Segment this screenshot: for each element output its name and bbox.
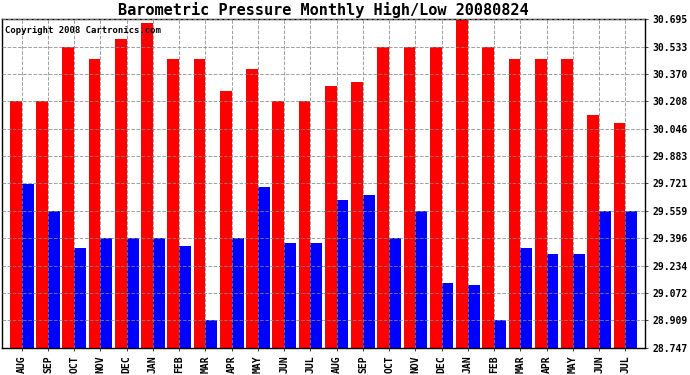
Bar	[246, 69, 258, 348]
Bar	[284, 243, 296, 348]
Bar	[258, 187, 270, 348]
Bar	[509, 59, 520, 348]
Title: Barometric Pressure Monthly High/Low 20080824: Barometric Pressure Monthly High/Low 200…	[118, 2, 529, 18]
Bar	[494, 320, 506, 348]
Bar	[141, 24, 153, 348]
Bar	[153, 238, 165, 348]
Bar	[546, 254, 558, 348]
Bar	[337, 201, 348, 348]
Bar	[232, 238, 244, 348]
Bar	[62, 47, 75, 348]
Bar	[613, 123, 625, 348]
Bar	[430, 47, 442, 348]
Bar	[377, 47, 389, 348]
Bar	[22, 184, 34, 348]
Bar	[127, 238, 139, 348]
Bar	[168, 59, 179, 348]
Bar	[363, 195, 375, 348]
Bar	[415, 211, 427, 348]
Bar	[482, 47, 494, 348]
Bar	[389, 238, 401, 348]
Bar	[299, 101, 310, 348]
Bar	[220, 91, 232, 348]
Bar	[206, 320, 217, 348]
Bar	[442, 283, 453, 348]
Bar	[404, 47, 415, 348]
Bar	[351, 82, 363, 348]
Bar	[325, 86, 337, 348]
Bar	[535, 59, 546, 348]
Bar	[75, 248, 86, 348]
Bar	[310, 243, 322, 348]
Bar	[587, 114, 599, 348]
Bar	[48, 211, 60, 348]
Bar	[101, 238, 112, 348]
Bar	[273, 101, 284, 348]
Bar	[36, 101, 48, 348]
Bar	[456, 15, 468, 348]
Bar	[520, 248, 532, 348]
Bar	[89, 59, 101, 348]
Bar	[115, 39, 127, 348]
Bar	[625, 211, 637, 348]
Text: Copyright 2008 Cartronics.com: Copyright 2008 Cartronics.com	[6, 26, 161, 35]
Bar	[573, 254, 584, 348]
Bar	[561, 59, 573, 348]
Bar	[194, 59, 206, 348]
Bar	[10, 101, 22, 348]
Bar	[599, 211, 611, 348]
Bar	[468, 285, 480, 348]
Bar	[179, 246, 191, 348]
